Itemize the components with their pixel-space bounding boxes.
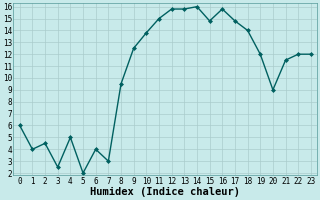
X-axis label: Humidex (Indice chaleur): Humidex (Indice chaleur) — [90, 187, 240, 197]
